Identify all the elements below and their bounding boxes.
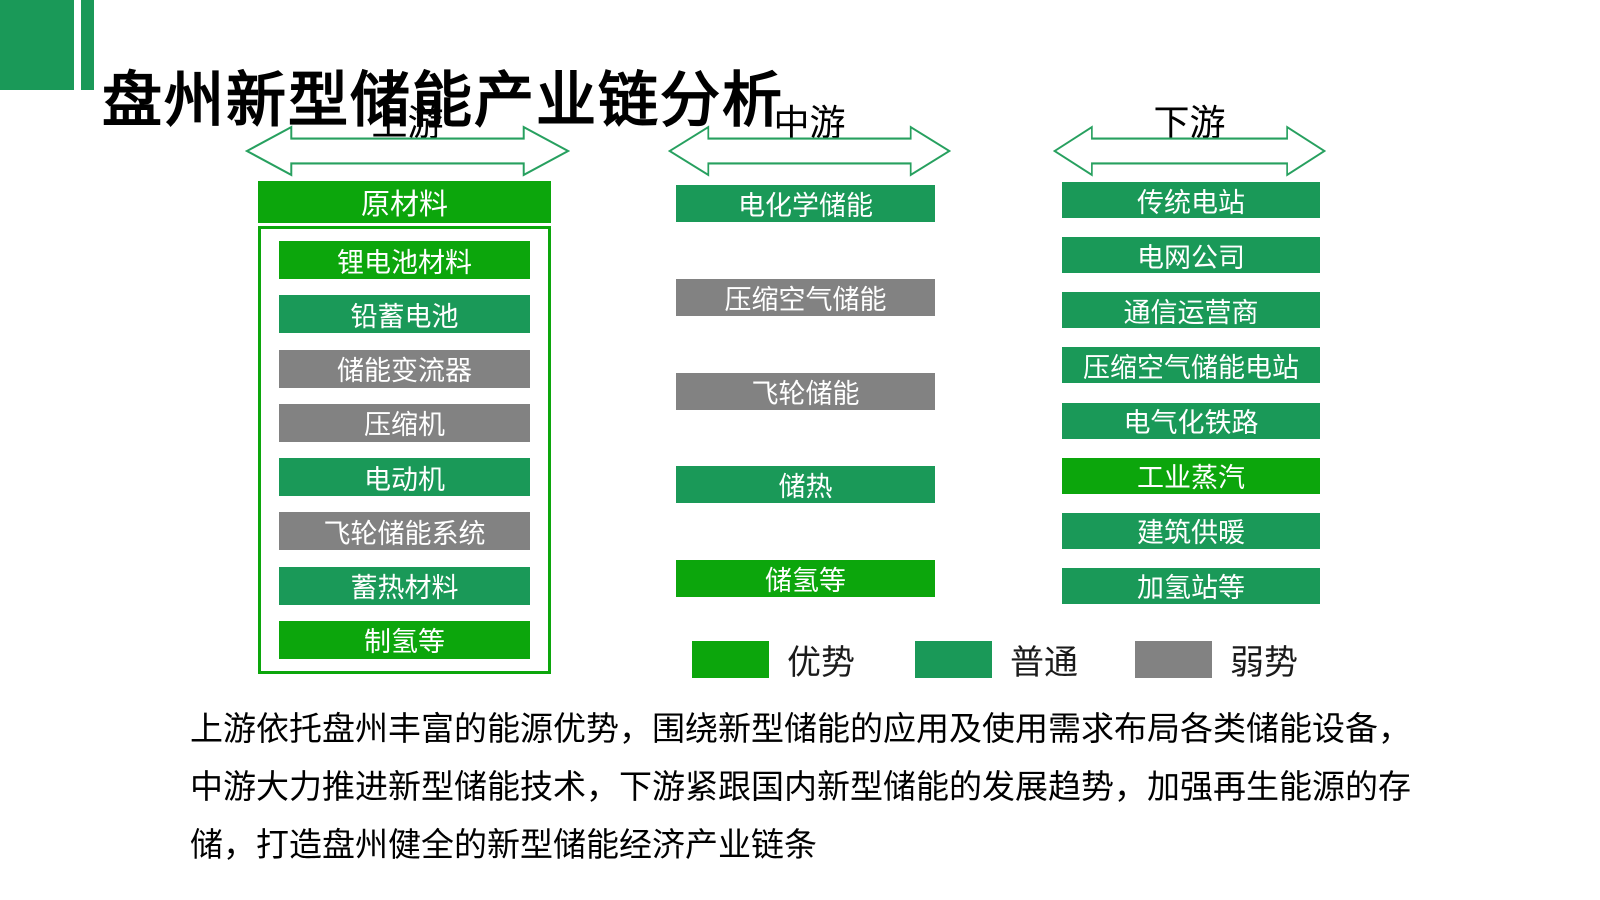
downstream-arrow-icon — [1053, 124, 1326, 178]
chain-item: 铅蓄电池 — [279, 295, 530, 334]
midstream-label: 中游 — [773, 102, 846, 143]
legend-label: 普通 — [1010, 645, 1078, 682]
midstream-arrow-icon — [668, 124, 951, 178]
chain-item: 飞轮储能 — [676, 372, 935, 410]
chain-item: 压缩机 — [279, 403, 530, 442]
chain-item: 通信运营商 — [1062, 292, 1320, 329]
chain-item: 储能变流器 — [279, 349, 530, 388]
chain-item: 电网公司 — [1062, 237, 1320, 274]
chain-item: 工业蒸汽 — [1062, 457, 1320, 494]
chain-item: 传统电站 — [1062, 182, 1320, 218]
title-accent-bar — [81, 0, 94, 90]
legend-chip-advantage — [692, 641, 769, 678]
midstream-column: 电化学储能 压缩空气储能 飞轮储能 储热 储氢等 — [676, 185, 935, 597]
upstream-column: 原材料 锂电池材料 铅蓄电池 储能变流器 压缩机 电动机 飞轮储能系统 蓄热材料… — [258, 181, 551, 674]
chain-item: 压缩空气储能电站 — [1062, 347, 1320, 384]
summary-line: 储，打造盘州健全的新型储能经济产业链条 — [190, 826, 817, 863]
chain-item: 压缩空气储能 — [676, 278, 935, 316]
legend-label: 弱势 — [1230, 645, 1298, 682]
legend-chip-normal — [915, 641, 992, 678]
chain-item: 电气化铁路 — [1062, 402, 1320, 439]
downstream-label: 下游 — [1153, 102, 1226, 143]
chain-item: 飞轮储能系统 — [279, 512, 530, 551]
chain-item: 蓄热材料 — [279, 566, 530, 605]
legend-item-weak: 弱势 — [1135, 635, 1298, 684]
summary-paragraph: 上游依托盘州丰富的能源优势，围绕新型储能的应用及使用需求布局各类储能设备， 中游… — [190, 700, 1460, 874]
summary-line: 中游大力推进新型储能技术，下游紧跟国内新型储能的发展趋势，加强再生能源的存 — [190, 768, 1411, 805]
chain-item: 加氢站等 — [1062, 567, 1320, 604]
title-accent-square — [0, 0, 74, 90]
chain-item: 储热 — [676, 466, 935, 504]
chain-item: 锂电池材料 — [279, 241, 530, 279]
chain-item: 制氢等 — [279, 620, 530, 659]
upstream-header-box: 原材料 — [258, 181, 551, 223]
chain-item: 储氢等 — [676, 560, 935, 597]
upstream-label: 上游 — [371, 102, 444, 143]
legend-label: 优势 — [787, 645, 855, 682]
summary-line: 上游依托盘州丰富的能源优势，围绕新型储能的应用及使用需求布局各类储能设备， — [190, 710, 1411, 747]
legend-item-advantage: 优势 — [692, 635, 855, 684]
legend-item-normal: 普通 — [915, 635, 1078, 684]
upstream-group-frame: 锂电池材料 铅蓄电池 储能变流器 压缩机 电动机 飞轮储能系统 蓄热材料 制氢等 — [258, 226, 551, 674]
upstream-arrow-icon — [245, 124, 570, 178]
chain-item: 电化学储能 — [676, 185, 935, 222]
downstream-column: 传统电站 电网公司 通信运营商 压缩空气储能电站 电气化铁路 工业蒸汽 建筑供暖… — [1062, 182, 1320, 604]
chain-item: 建筑供暖 — [1062, 512, 1320, 549]
legend-chip-weak — [1135, 641, 1212, 678]
chain-item: 电动机 — [279, 458, 530, 497]
page-title: 盘州新型储能产业链分析 — [102, 67, 784, 135]
